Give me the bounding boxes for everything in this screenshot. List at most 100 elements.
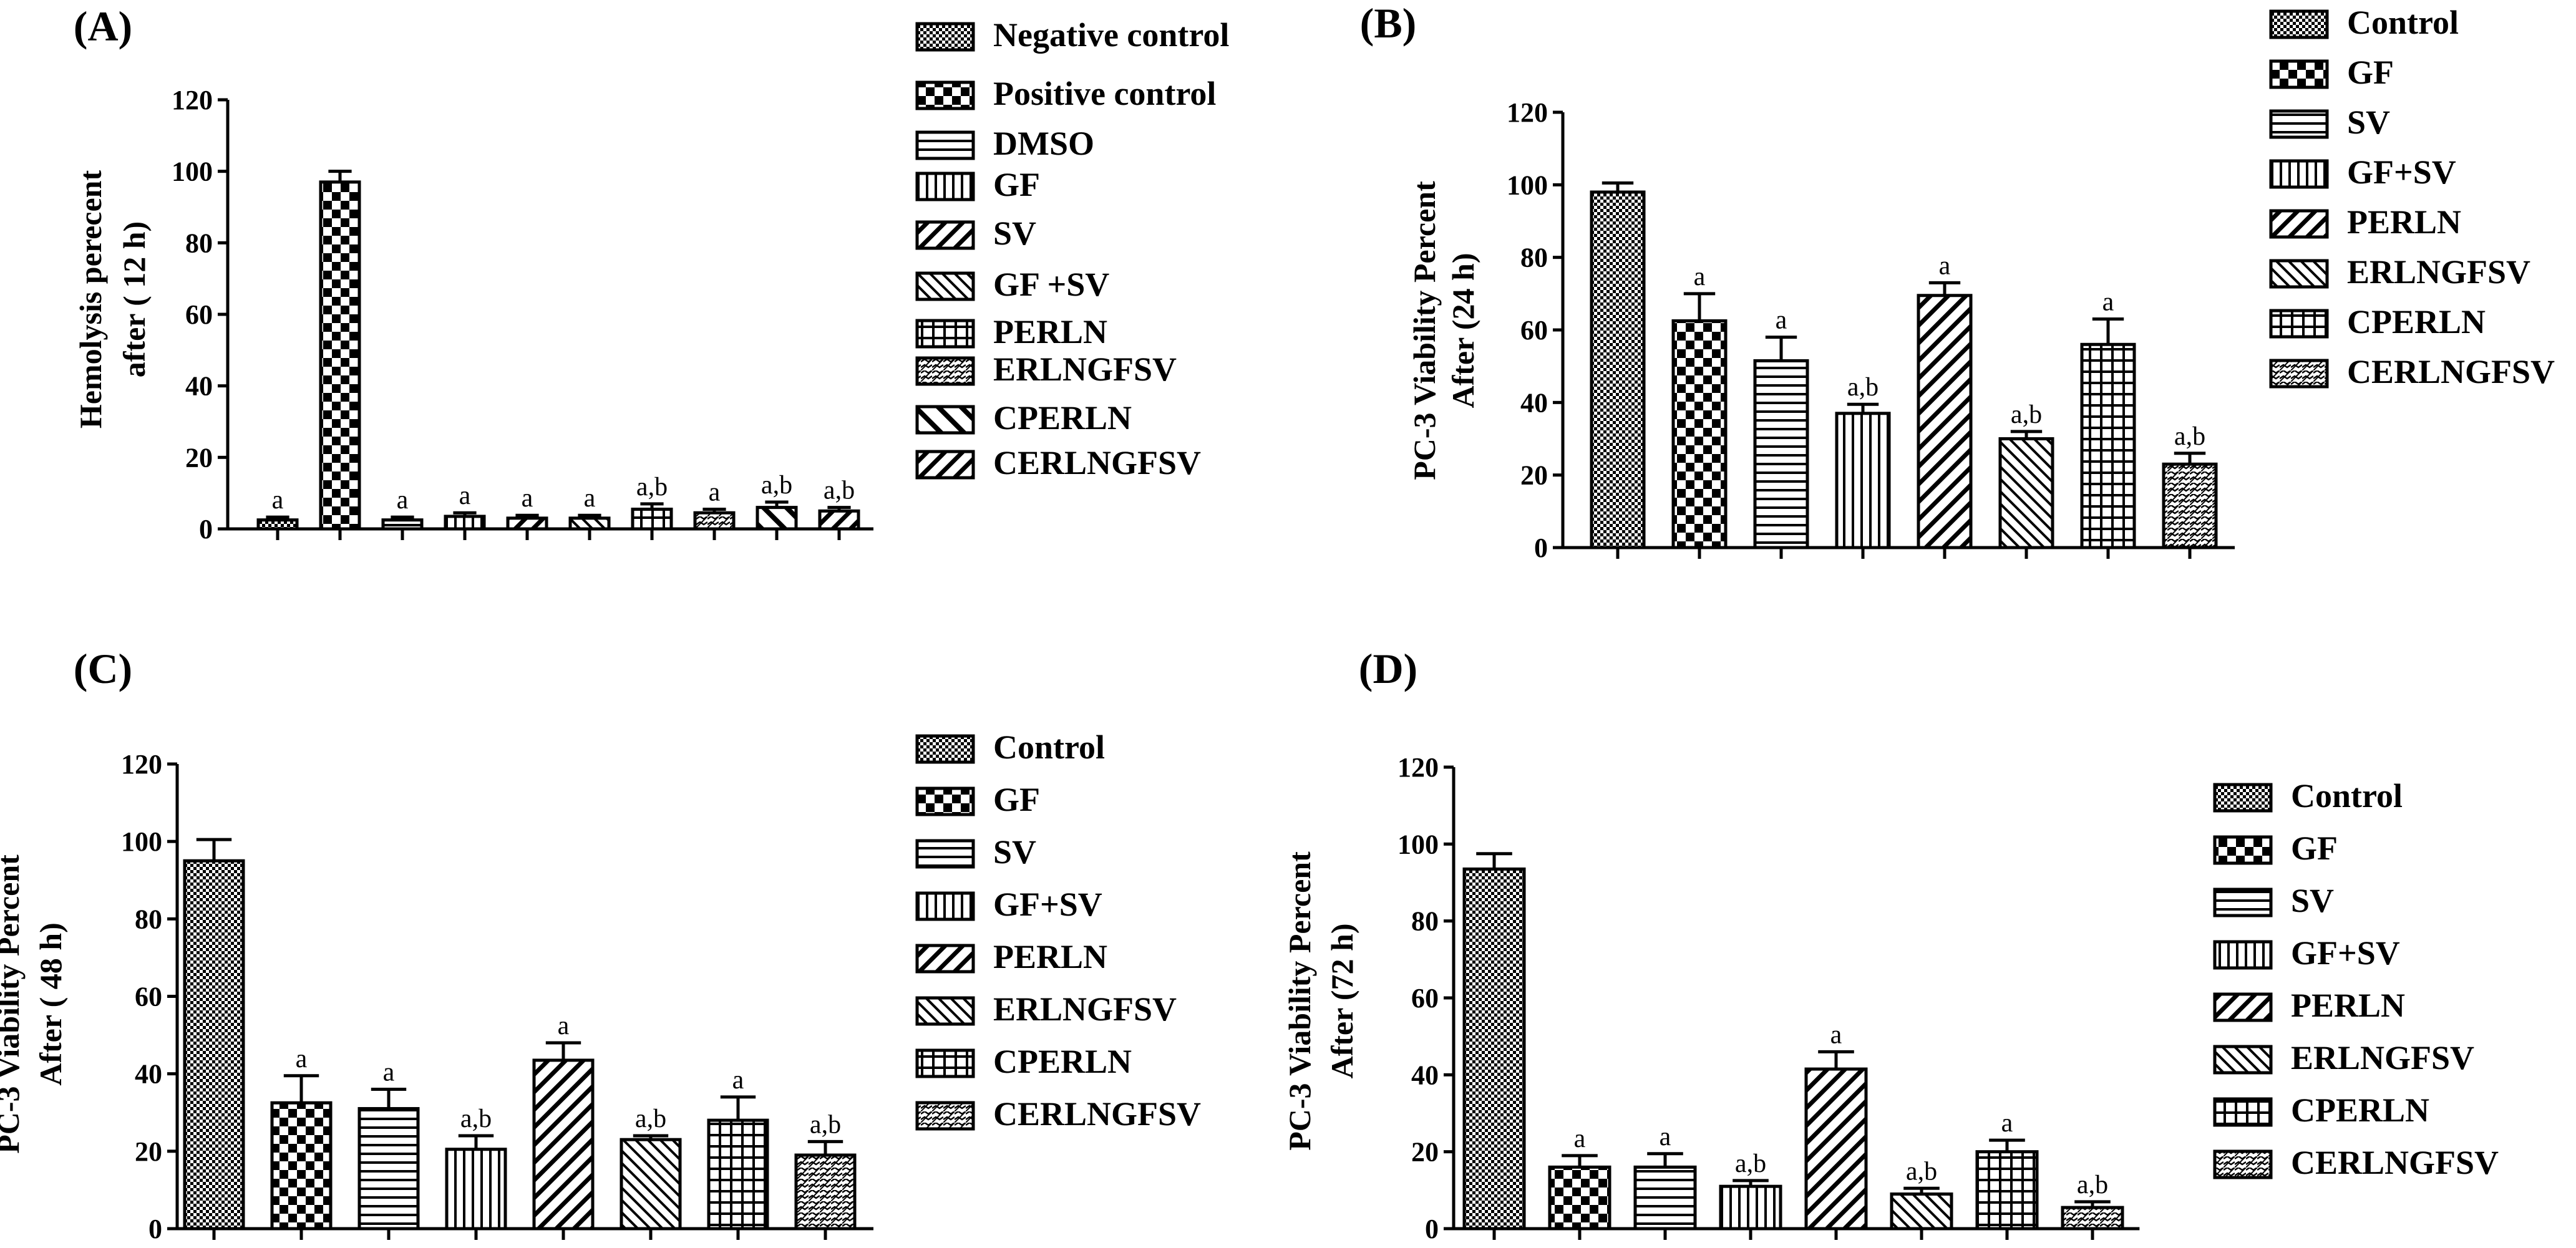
panel-label-B: (B)	[1360, 0, 1417, 47]
legend-swatch	[2213, 835, 2273, 865]
bar	[445, 1148, 507, 1231]
legend-swatch	[915, 1048, 975, 1078]
legend-label: SV	[993, 215, 1036, 252]
y-tick-label: 20	[185, 442, 213, 473]
y-tick-label: 20	[135, 1136, 162, 1167]
bar	[2080, 342, 2136, 549]
bar	[1890, 1192, 1953, 1231]
bar	[381, 518, 424, 531]
legend-label: SV	[2347, 104, 2390, 141]
legend-swatch	[915, 405, 975, 435]
y-tick-label: 80	[1520, 243, 1548, 273]
significance-label: a,b	[810, 1110, 841, 1139]
legend-label: Control	[2347, 4, 2459, 41]
bar	[1975, 1150, 2039, 1231]
legend: Negative control Positive control DMSO GF SV…	[915, 16, 1229, 481]
significance-label: a	[522, 484, 533, 513]
legend-swatch	[2213, 1097, 2273, 1127]
panel-label-A: (A)	[74, 2, 132, 50]
legend-label: CPERLN	[2291, 1091, 2429, 1129]
legend-label: GF	[2291, 830, 2338, 867]
chart-panel-D: (D) 0 20 40 60 80 100 120 PC-3 Viability Percent…	[1282, 645, 2499, 1244]
significance-label: a	[2102, 288, 2114, 317]
legend-swatch	[2269, 159, 2329, 189]
panel-label-C: (C)	[74, 645, 132, 692]
legend-label: PERLN	[993, 938, 1107, 975]
legend-swatch	[2269, 359, 2329, 389]
legend-swatch	[915, 22, 975, 52]
significance-label: a	[397, 486, 409, 515]
bar	[620, 1138, 682, 1231]
legend-label: GF +SV	[993, 266, 1109, 303]
legend-label: CERLNGFSV	[993, 444, 1201, 481]
chart-panel-B: (B) 0 20 40 60 80 100 120 PC-3 Viability Percent…	[1360, 0, 2555, 563]
y-tick-label: 40	[185, 371, 213, 402]
bar	[532, 1058, 595, 1231]
legend-label: ERLNGFSV	[993, 990, 1177, 1028]
bar	[1462, 867, 1526, 1231]
significance-label: a,b	[460, 1105, 492, 1133]
significance-label: a	[296, 1045, 308, 1073]
legend-swatch	[915, 839, 975, 869]
significance-label: a,b	[635, 1105, 666, 1133]
significance-label: a,b	[1847, 373, 1879, 402]
significance-label: a	[558, 1012, 570, 1040]
legend-swatch	[915, 944, 975, 974]
legend-label: CERLNGFSV	[993, 1095, 1201, 1133]
significance-label: a	[1660, 1123, 1671, 1151]
y-axis-title-line: After (72 h)	[1324, 924, 1359, 1079]
legend-swatch	[915, 891, 975, 921]
legend-label: GF	[2347, 54, 2394, 91]
significance-label: a	[459, 481, 471, 510]
legend-swatch	[2213, 888, 2273, 917]
bar	[707, 1118, 769, 1231]
legend-label: PERLN	[2291, 987, 2405, 1024]
legend-swatch	[2213, 940, 2273, 970]
significance-label: a	[709, 478, 721, 506]
legend-swatch	[2213, 992, 2273, 1022]
y-tick-label: 80	[135, 904, 162, 934]
bar	[1917, 294, 1973, 549]
y-axis-title-line: PC-3 Viability Percent	[1407, 181, 1442, 480]
legend-label: CPERLN	[2347, 303, 2486, 341]
legend-label: GF+SV	[2291, 934, 2400, 972]
significance-label: a,b	[2077, 1171, 2108, 1199]
y-tick-label: 120	[121, 749, 162, 780]
y-tick-label: 60	[185, 299, 213, 330]
bar	[794, 1153, 857, 1231]
legend-swatch	[915, 130, 975, 160]
legend-swatch	[915, 1101, 975, 1131]
bar	[631, 507, 673, 531]
legend-label: Positive control	[993, 75, 1216, 112]
significance-label: a,b	[761, 471, 792, 500]
significance-label: a	[1830, 1020, 1842, 1049]
y-tick-label: 20	[1411, 1137, 1439, 1168]
bar	[1835, 412, 1891, 549]
bar	[319, 180, 361, 531]
bar	[506, 516, 548, 531]
significance-label: a	[272, 486, 284, 515]
y-tick-label: 20	[1520, 460, 1548, 491]
bar	[2061, 1206, 2124, 1231]
legend-swatch	[915, 356, 975, 386]
bar	[1719, 1184, 1782, 1231]
legend-swatch	[2269, 9, 2329, 39]
y-tick-label: 100	[172, 157, 213, 187]
legend-label: SV	[993, 833, 1036, 871]
significance-label: a,b	[2011, 400, 2042, 429]
bar	[1590, 190, 1646, 549]
legend-label: GF	[993, 781, 1040, 818]
legend-label: SV	[2291, 882, 2334, 919]
legend-label: PERLN	[2347, 203, 2461, 241]
bar	[756, 506, 798, 531]
legend-swatch	[915, 220, 975, 250]
bar	[1804, 1067, 1868, 1231]
legend-label: GF+SV	[993, 886, 1102, 923]
legend-label: DMSO	[993, 125, 1094, 162]
legend-label: Control	[2291, 777, 2403, 815]
y-tick-label: 80	[1411, 906, 1439, 937]
y-tick-label: 0	[148, 1214, 162, 1244]
legend-swatch	[915, 734, 975, 764]
chart-panel-C: (C) 0 20 40 60 80 100 120 PC-3 Viability Percent…	[0, 645, 1201, 1244]
